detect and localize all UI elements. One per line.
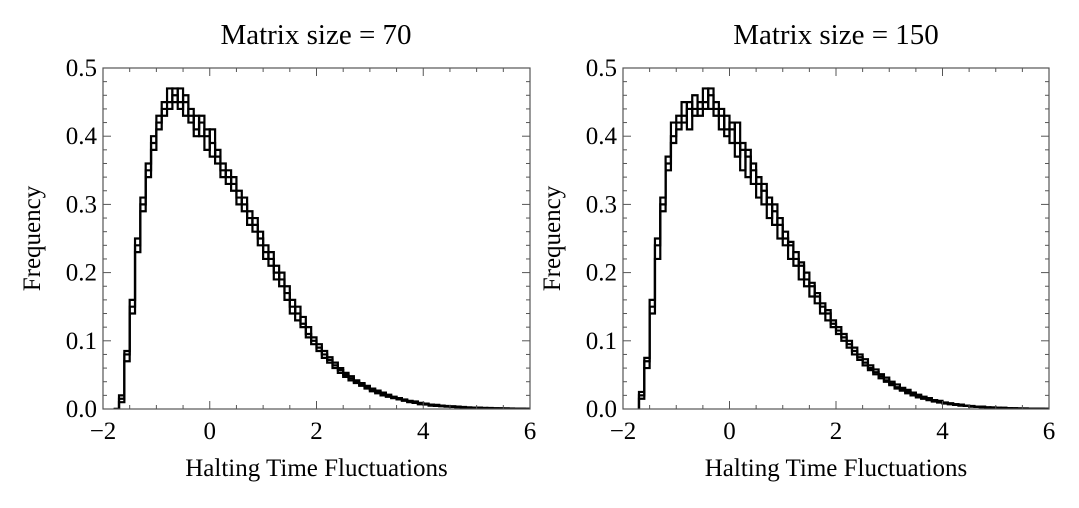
histogram-panel-matrix-70: Matrix size = 70 −2 0 2 4 6 0.0 0.1 0.2 0.3 0.4 0.5… <box>19 19 537 482</box>
y-tick-label: 0.0 <box>586 396 617 423</box>
axis-ticks <box>102 67 531 410</box>
y-tick-label: 0.3 <box>586 191 617 218</box>
plot-frame <box>102 67 531 410</box>
histogram-series-group <box>113 87 530 409</box>
histogram-series-run-3 <box>637 87 1049 409</box>
x-tick-label: −2 <box>90 418 117 445</box>
x-tick-label: 0 <box>723 418 736 445</box>
x-tick-label: 6 <box>1043 418 1056 445</box>
histogram-series-group <box>637 87 1049 409</box>
y-tick-label: 0.2 <box>66 260 97 287</box>
x-tick-label: 4 <box>417 418 430 445</box>
x-tick-label: 0 <box>204 418 217 445</box>
chart-matrix-150: Matrix size = 150 −2 0 2 4 6 0.0 0.1 0.2 0.3 0.4 0.… <box>539 19 1056 482</box>
histogram-panel-matrix-150: Matrix size = 150 −2 0 2 4 6 0.0 0.1 0.2 0.3 0.4 0.… <box>520 0 1060 508</box>
histogram-series-run-2 <box>637 87 1049 409</box>
x-axis-label: Halting Time Fluctuations <box>705 455 968 482</box>
y-tick-label: 0.2 <box>586 260 617 287</box>
y-tick-label: 0.3 <box>66 191 97 218</box>
x-axis-label: Halting Time Fluctuations <box>185 455 448 482</box>
y-tick-label: 0.5 <box>66 55 97 82</box>
y-tick-label: 0.1 <box>66 328 97 355</box>
chart-title: Matrix size = 70 <box>220 19 411 51</box>
y-axis-label: Frequency <box>539 185 566 291</box>
chart-title: Matrix size = 150 <box>733 19 939 51</box>
x-tick-label: 2 <box>830 418 843 445</box>
x-tick-label: 2 <box>310 418 323 445</box>
y-tick-label: 0.5 <box>586 55 617 82</box>
y-axis-label: Frequency <box>19 185 46 291</box>
chart-matrix-70: Matrix size = 70 −2 0 2 4 6 0.0 0.1 0.2 0.3 0.4 0.5… <box>19 19 537 482</box>
histogram-series-run-1 <box>637 94 1049 409</box>
x-tick-label: −2 <box>610 418 637 445</box>
x-tick-label: 6 <box>524 418 537 445</box>
y-tick-label: 0.4 <box>586 123 618 150</box>
x-tick-label: 4 <box>936 418 949 445</box>
y-tick-label: 0.0 <box>66 396 97 423</box>
y-tick-label: 0.1 <box>586 328 617 355</box>
axis-ticks <box>622 67 1050 410</box>
y-tick-label: 0.4 <box>66 123 98 150</box>
histogram-series-run-3 <box>113 94 530 409</box>
